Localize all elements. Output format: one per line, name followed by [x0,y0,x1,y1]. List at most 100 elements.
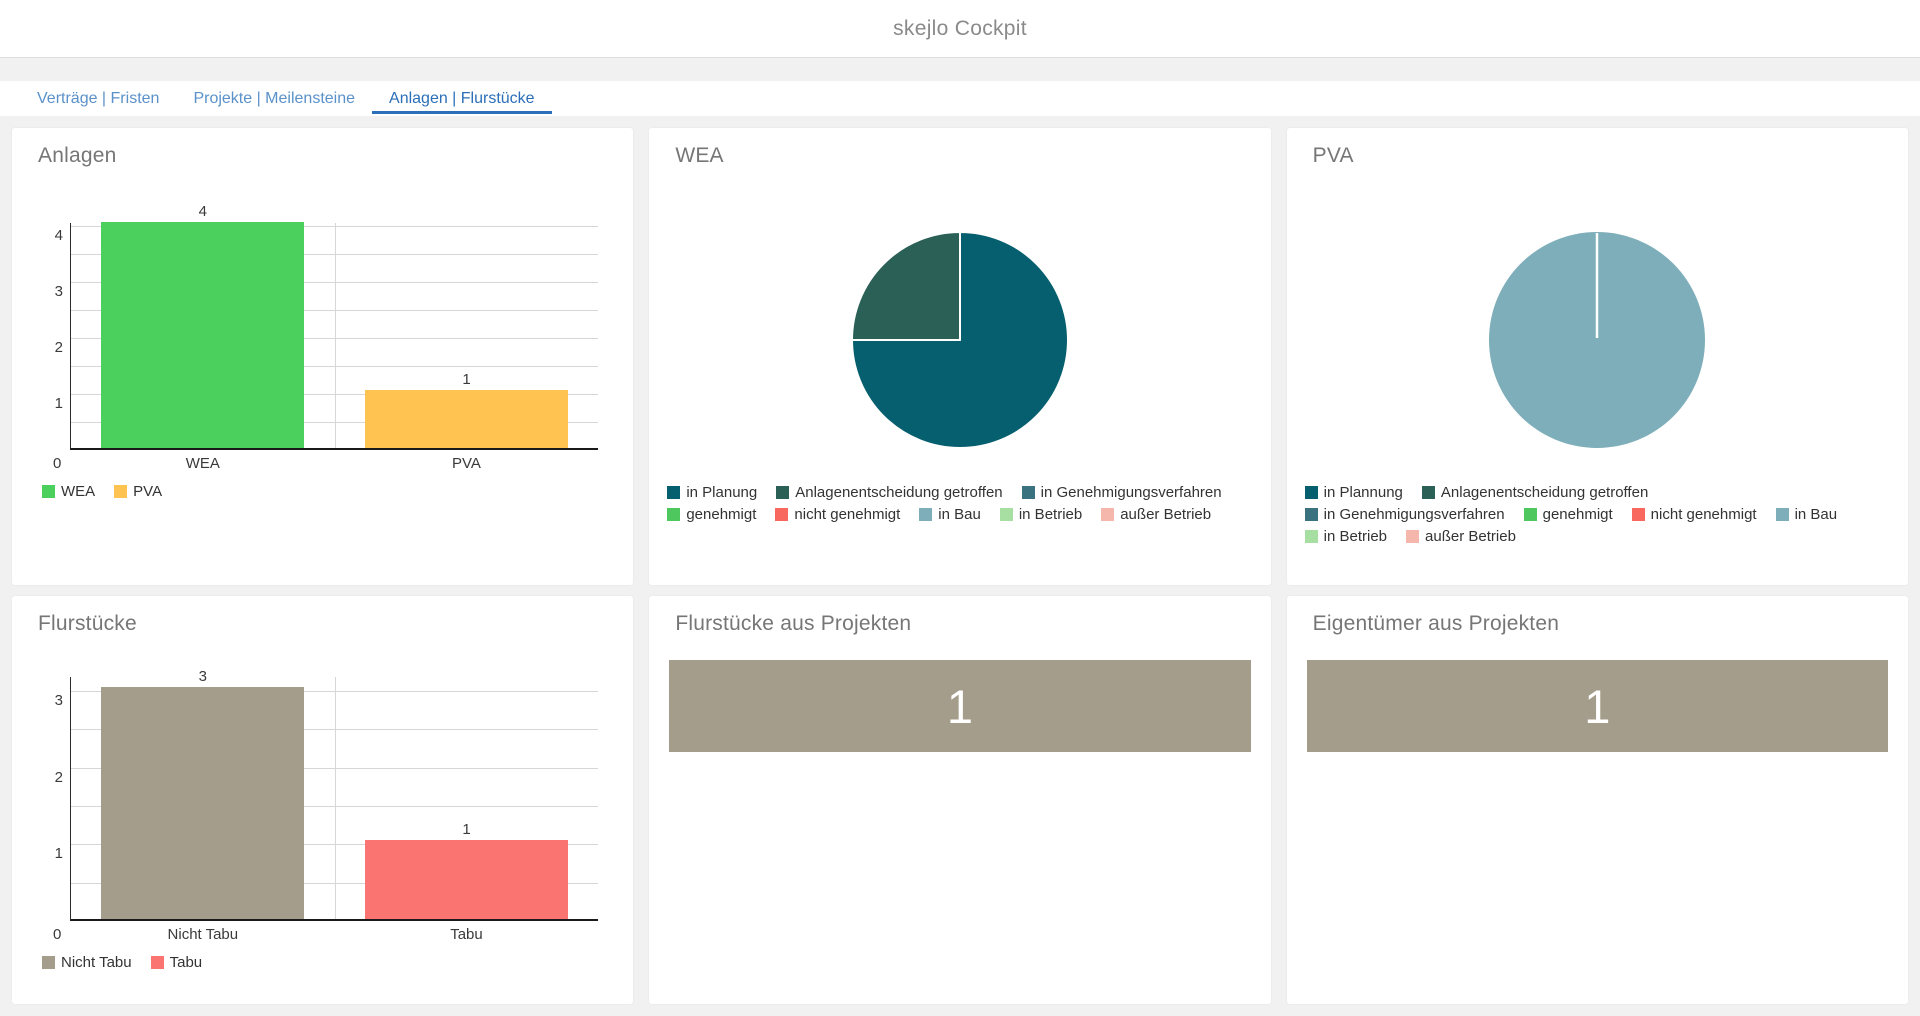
card-anlagen: Anlagen 123404WEA1PVA WEA PVA [12,128,633,585]
legend-item-genehmigt[interactable]: genehmigt [1524,506,1613,523]
tab-projekte-meilensteine[interactable]: Projekte | Meilensteine [176,81,372,116]
x-category-label-tabu: Tabu [450,926,483,943]
kpi-bar-flurstücke-aus-projekten[interactable]: 1 [669,660,1250,752]
legend-swatch-icon [1776,508,1789,521]
legend-swatch-icon [114,485,127,498]
app-title: skejlo Cockpit [893,17,1027,41]
x-category-label-nicht-tabu: Nicht Tabu [168,926,239,943]
legend-item-in-bau[interactable]: in Bau [1776,506,1838,523]
legend-item-nicht-genehmigt[interactable]: nicht genehmigt [775,506,900,523]
gridline-vertical [335,223,336,448]
dashboard-grid: Anlagen 123404WEA1PVA WEA PVA WEA in Planu… [12,128,1908,1004]
bar-plot-area: 123404WEA1PVA [70,223,598,450]
legend-item-genehmigt[interactable]: genehmigt [667,506,756,523]
x-category-label-wea: WEA [186,455,220,472]
tab-bar: Verträge | FristenProjekte | Meilenstein… [0,81,1920,116]
bar-pva[interactable] [365,390,568,448]
legend-swatch-icon [42,485,55,498]
legend-item-in-bau[interactable]: in Bau [919,506,981,523]
legend-label: in Bau [938,506,981,523]
legend-swatch-icon [1305,508,1318,521]
legend-item-außer-betrieb[interactable]: außer Betrieb [1406,528,1516,545]
pie-chart-area [1287,230,1908,450]
card-title-wea: WEA [649,128,1270,168]
bar-nicht-tabu[interactable] [101,687,304,919]
legend-label: in Betrieb [1324,528,1387,545]
chart-legend: WEA PVA [42,483,162,500]
kpi-bar-eigentümer-aus-projekten[interactable]: 1 [1307,660,1888,752]
legend-row: WEA PVA [42,483,162,500]
legend-swatch-icon [1000,508,1013,521]
legend-label: außer Betrieb [1425,528,1516,545]
legend-label: Nicht Tabu [61,954,132,971]
legend-row: in Plannung Anlagenentscheidung getroffen [1305,484,1837,501]
bar-data-label: 1 [406,821,526,838]
y-tick-label: 3 [43,693,63,708]
legend-item-nicht-genehmigt[interactable]: nicht genehmigt [1632,506,1757,523]
bar-data-label: 4 [143,203,263,220]
legend-swatch-icon [1101,508,1114,521]
legend-item-in-planung[interactable]: in Planung [667,484,757,501]
legend-label: genehmigt [686,506,756,523]
pie-slice-anlagenentscheidung-getroffen[interactable] [852,232,960,340]
card-title-flurstuecke-aus-projekten: Flurstücke aus Projekten [649,596,1270,636]
legend-label: nicht genehmigt [1651,506,1757,523]
y-tick-label: 1 [43,396,63,411]
legend-label: Anlagenentscheidung getroffen [1441,484,1648,501]
legend-item-in-genehmigungsverfahren[interactable]: in Genehmigungsverfahren [1305,506,1505,523]
legend-row: in Planung Anlagenentscheidung getroffen i… [667,484,1221,501]
legend-label: in Planung [686,484,757,501]
y-tick-label: 3 [43,284,63,299]
bar-plot-area: 12303Nicht Tabu1Tabu [70,677,598,921]
legend-item-anlagenentscheidung-getroffen[interactable]: Anlagenentscheidung getroffen [776,484,1002,501]
legend-item-wea[interactable]: WEA [42,483,95,500]
legend-item-außer-betrieb[interactable]: außer Betrieb [1101,506,1211,523]
legend-swatch-icon [1632,508,1645,521]
legend-item-anlagenentscheidung-getroffen[interactable]: Anlagenentscheidung getroffen [1422,484,1648,501]
y-tick-label: 2 [43,770,63,785]
card-title-flurstuecke: Flurstücke [12,596,633,636]
tab-verträge-fristen[interactable]: Verträge | Fristen [20,81,176,116]
legend-swatch-icon [1305,530,1318,543]
legend-label: in Plannung [1324,484,1403,501]
x-category-label-pva: PVA [452,455,481,472]
legend-item-pva[interactable]: PVA [114,483,162,500]
legend-row: in Betrieb außer Betrieb [1305,528,1837,545]
legend-label: WEA [61,483,95,500]
tab-anlagen-flurstücke[interactable]: Anlagen | Flurstücke [372,81,552,116]
legend-label: Anlagenentscheidung getroffen [795,484,1002,501]
card-title-anlagen: Anlagen [12,128,633,168]
app-header: skejlo Cockpit [0,0,1920,58]
pie-chart-area [649,230,1270,450]
gridline-vertical [335,677,336,919]
legend-item-in-genehmigungsverfahren[interactable]: in Genehmigungsverfahren [1022,484,1222,501]
legend-swatch-icon [1524,508,1537,521]
legend-label: in Genehmigungsverfahren [1324,506,1505,523]
legend-label: nicht genehmigt [794,506,900,523]
legend-item-in-betrieb[interactable]: in Betrieb [1305,528,1387,545]
bar-data-label: 1 [406,371,526,388]
chart-legend: in Planung Anlagenentscheidung getroffen i… [667,484,1221,523]
legend-item-tabu[interactable]: Tabu [151,954,203,971]
legend-label: in Betrieb [1019,506,1082,523]
legend-label: außer Betrieb [1120,506,1211,523]
y-tick-label-zero: 0 [53,926,61,943]
legend-label: Tabu [170,954,203,971]
legend-swatch-icon [1305,486,1318,499]
bar-tabu[interactable] [365,840,568,919]
legend-item-nicht-tabu[interactable]: Nicht Tabu [42,954,132,971]
legend-row: genehmigt nicht genehmigt in Bau in Betrieb… [667,506,1221,523]
y-tick-label: 2 [43,340,63,355]
legend-swatch-icon [776,486,789,499]
card-title-eigentuemer-aus-projekten: Eigentümer aus Projekten [1287,596,1908,636]
legend-swatch-icon [1406,530,1419,543]
legend-item-in-plannung[interactable]: in Plannung [1305,484,1403,501]
legend-swatch-icon [667,486,680,499]
legend-label: in Bau [1795,506,1838,523]
bar-wea[interactable] [101,222,304,448]
y-tick-label-zero: 0 [53,455,61,472]
legend-item-in-betrieb[interactable]: in Betrieb [1000,506,1082,523]
chart-legend: Nicht Tabu Tabu [42,954,202,971]
legend-label: PVA [133,483,162,500]
card-eigentuemer-aus-projekten: Eigentümer aus Projekten 1 [1287,596,1908,1004]
